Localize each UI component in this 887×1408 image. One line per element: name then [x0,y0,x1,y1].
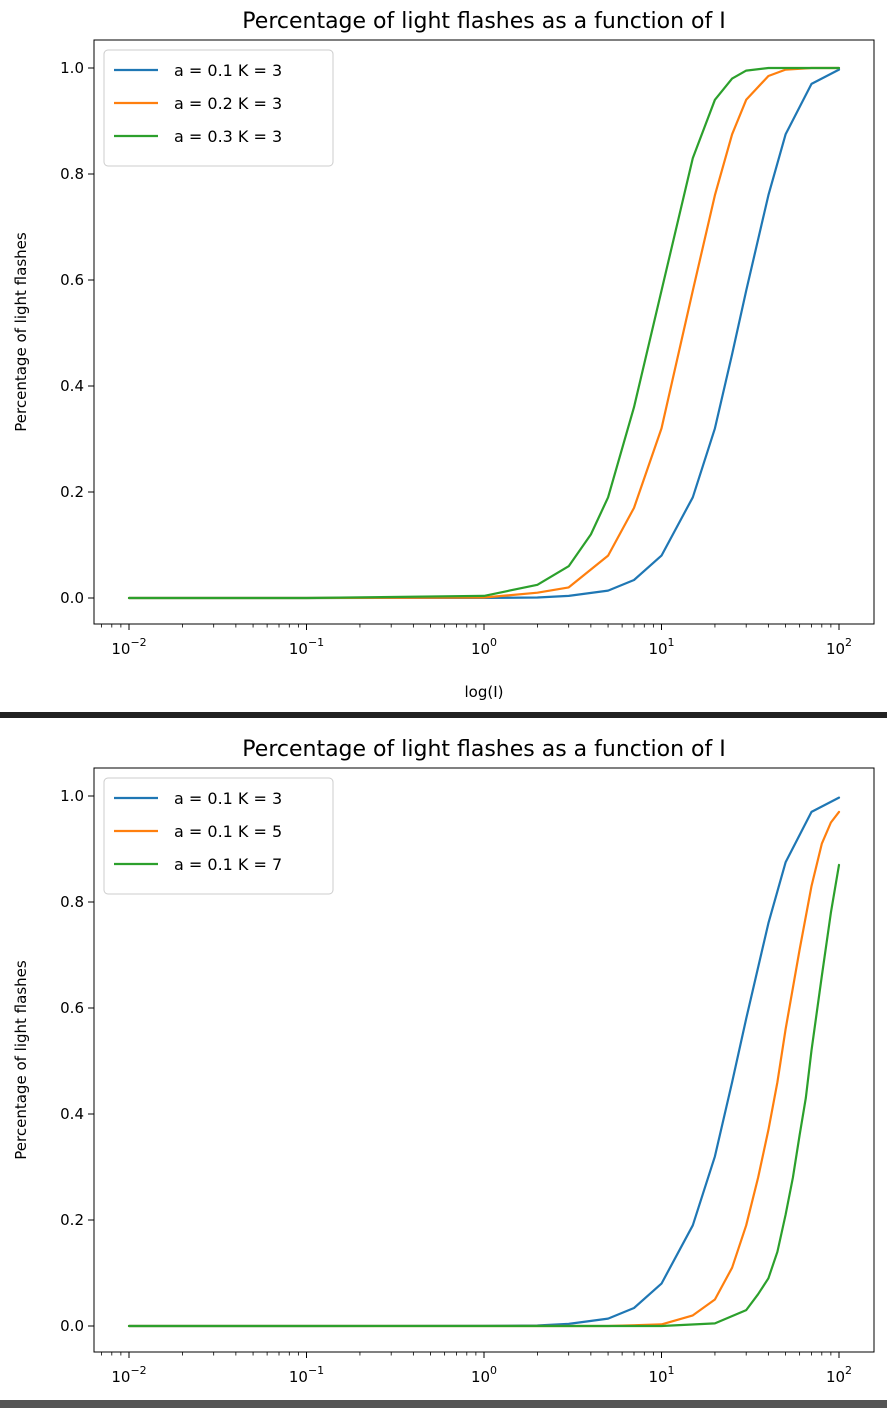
x-tick-label: 101 [648,636,674,658]
x-tick-exponent: −1 [308,636,324,649]
y-tick-label: 0.4 [60,377,84,395]
x-tick-label: 10−2 [111,636,146,658]
series-line-2 [127,66,841,600]
x-tick-exponent: −1 [308,1364,324,1377]
x-tick-exponent: −2 [130,1364,146,1377]
y-tick-label: 0.6 [60,999,84,1017]
y-tick-label: 1.0 [60,787,84,805]
x-axis-label: log(I) [465,683,504,701]
x-tick-label: 10−2 [111,1364,146,1386]
x-tick-label: 10−1 [289,636,324,658]
x-tick-label: 100 [471,1364,497,1386]
y-tick-label: 0.2 [60,1211,84,1229]
y-tick-label: 1.0 [60,59,84,77]
y-tick-label: 0.8 [60,165,84,183]
separator-bar [0,712,887,718]
x-tick-base: 10 [289,1368,308,1386]
x-tick-base: 10 [471,1368,490,1386]
x-tick-exponent: −2 [130,636,146,649]
x-tick-exponent: 1 [668,1364,675,1377]
legend-label-3: a = 0.3 K = 3 [174,127,282,146]
x-tick-exponent: 2 [845,1364,852,1377]
y-tick-label: 0.4 [60,1105,84,1123]
legend-label-3: a = 0.1 K = 7 [174,855,282,874]
series-line-1 [127,68,841,600]
series-line-3 [127,66,841,600]
x-tick-base: 10 [826,1368,845,1386]
x-tick-base: 10 [471,640,490,658]
x-tick-base: 10 [111,1368,130,1386]
x-tick-exponent: 0 [490,636,497,649]
x-tick-base: 10 [111,640,130,658]
y-axis-label: Percentage of light flashes [12,232,30,432]
chart-title: Percentage of light flashes as a functio… [242,737,725,762]
bottom-bar [0,1400,887,1408]
x-tick-label: 100 [471,636,497,658]
chart-2: Percentage of light flashes as a functio… [12,737,875,1386]
y-axis-label: Percentage of light flashes [12,960,30,1160]
legend-label-2: a = 0.1 K = 5 [174,822,282,841]
x-tick-base: 10 [289,640,308,658]
x-tick-label: 102 [826,1364,852,1386]
y-tick-label: 0.6 [60,271,84,289]
x-tick-base: 10 [826,640,845,658]
legend-label-1: a = 0.1 K = 3 [174,789,282,808]
legend-box [103,777,334,895]
x-tick-base: 10 [648,1368,667,1386]
x-tick-label: 101 [648,1364,674,1386]
chart-figure-2: Percentage of light flashes as a functio… [0,718,887,1400]
legend-label-2: a = 0.2 K = 3 [174,94,282,113]
legend-box [103,49,334,167]
x-tick-label: 10−1 [289,1364,324,1386]
y-tick-label: 0.8 [60,893,84,911]
x-tick-label: 102 [826,636,852,658]
x-tick-exponent: 1 [668,636,675,649]
x-tick-exponent: 2 [845,636,852,649]
chart-figure-1: Percentage of light flashes as a functio… [12,9,875,701]
y-tick-label: 0.0 [60,1317,84,1335]
x-tick-base: 10 [648,640,667,658]
y-tick-label: 0.2 [60,483,84,501]
chart-title: Percentage of light flashes as a functio… [242,9,725,34]
legend-label-1: a = 0.1 K = 3 [174,61,282,80]
x-tick-exponent: 0 [490,1364,497,1377]
chart-1: Percentage of light flashes as a functio… [12,9,875,701]
y-tick-label: 0.0 [60,589,84,607]
series-line-3 [127,863,841,1328]
